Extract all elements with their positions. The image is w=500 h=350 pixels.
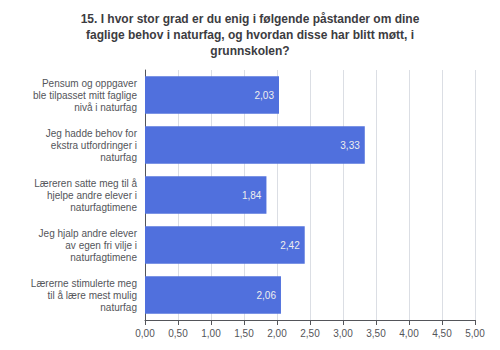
svg-text:2,06: 2,06 [256, 290, 276, 301]
svg-text:3,33: 3,33 [340, 140, 360, 151]
svg-text:15. I hvor stor grad er du eni: 15. I hvor stor grad er du enig i følgen… [81, 12, 420, 26]
svg-text:1,84: 1,84 [242, 190, 262, 201]
svg-text:4,50: 4,50 [432, 328, 452, 339]
svg-text:4,00: 4,00 [399, 328, 419, 339]
svg-text:5,00: 5,00 [465, 328, 485, 339]
svg-text:naturfag: naturfag [100, 152, 137, 163]
svg-text:faglige behov i naturfag, og h: faglige behov i naturfag, og hvordan dis… [86, 28, 414, 42]
svg-text:Pensum og oppgaver: Pensum og oppgaver [42, 78, 138, 89]
svg-text:grunnskolen?: grunnskolen? [210, 44, 289, 58]
svg-text:2,00: 2,00 [267, 328, 287, 339]
svg-text:1,00: 1,00 [201, 328, 221, 339]
svg-text:Jeg hjalp andre elever: Jeg hjalp andre elever [39, 228, 138, 239]
svg-text:2,50: 2,50 [300, 328, 320, 339]
svg-text:1,50: 1,50 [234, 328, 254, 339]
svg-text:Jeg hadde behov for: Jeg hadde behov for [46, 128, 138, 139]
svg-text:hjelpe andre elever i: hjelpe andre elever i [47, 190, 137, 201]
svg-text:Lærerne stimulerte meg: Lærerne stimulerte meg [31, 278, 137, 289]
svg-text:naturfagtimene: naturfagtimene [70, 252, 137, 263]
svg-text:av egen fri vilje i: av egen fri vilje i [65, 240, 137, 251]
svg-text:2,03: 2,03 [255, 90, 275, 101]
svg-text:til å lære mest mulig: til å lære mest mulig [48, 290, 137, 301]
svg-text:3,00: 3,00 [333, 328, 353, 339]
svg-text:0,50: 0,50 [168, 328, 188, 339]
svg-text:Læreren satte meg til å: Læreren satte meg til å [34, 178, 137, 189]
svg-text:naturfagtimene: naturfagtimene [70, 202, 137, 213]
svg-text:2,42: 2,42 [280, 240, 300, 251]
svg-text:naturfag: naturfag [100, 302, 137, 313]
svg-text:nivå i naturfag: nivå i naturfag [74, 102, 137, 113]
svg-text:ble tilpasset mitt faglige: ble tilpasset mitt faglige [33, 90, 137, 101]
svg-text:ekstra utfordringer i: ekstra utfordringer i [51, 140, 137, 151]
svg-text:3,50: 3,50 [366, 328, 386, 339]
svg-text:0,00: 0,00 [135, 328, 155, 339]
